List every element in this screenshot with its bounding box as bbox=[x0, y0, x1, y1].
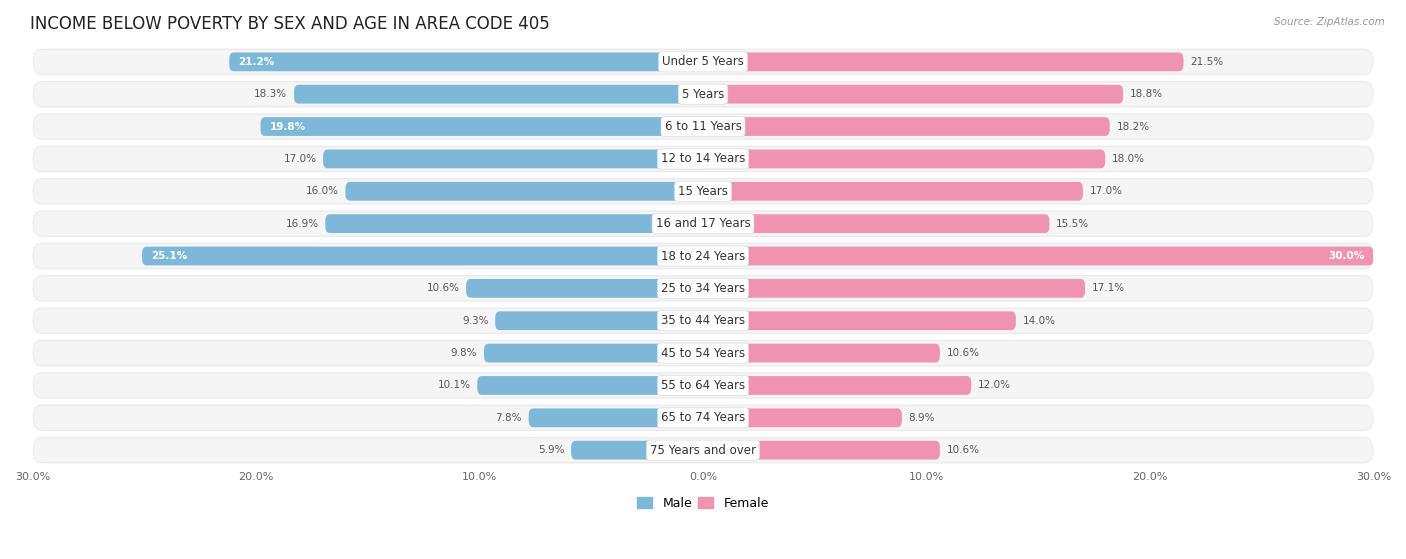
FancyBboxPatch shape bbox=[323, 150, 703, 168]
FancyBboxPatch shape bbox=[346, 182, 703, 201]
FancyBboxPatch shape bbox=[703, 117, 1109, 136]
FancyBboxPatch shape bbox=[34, 212, 1372, 236]
Text: 21.2%: 21.2% bbox=[238, 57, 274, 67]
FancyBboxPatch shape bbox=[703, 247, 1374, 266]
FancyBboxPatch shape bbox=[294, 85, 703, 103]
Text: 6 to 11 Years: 6 to 11 Years bbox=[665, 120, 741, 133]
Text: 8.9%: 8.9% bbox=[908, 413, 935, 423]
Text: 17.1%: 17.1% bbox=[1092, 283, 1125, 293]
Text: 15.5%: 15.5% bbox=[1056, 219, 1090, 229]
FancyBboxPatch shape bbox=[703, 441, 939, 459]
FancyBboxPatch shape bbox=[260, 117, 703, 136]
FancyBboxPatch shape bbox=[703, 85, 1123, 103]
Text: 19.8%: 19.8% bbox=[270, 121, 305, 131]
FancyBboxPatch shape bbox=[34, 244, 1372, 268]
FancyBboxPatch shape bbox=[34, 406, 1372, 430]
Text: 15 Years: 15 Years bbox=[678, 185, 728, 198]
FancyBboxPatch shape bbox=[571, 441, 703, 459]
FancyBboxPatch shape bbox=[34, 341, 1372, 365]
Text: Source: ZipAtlas.com: Source: ZipAtlas.com bbox=[1274, 17, 1385, 27]
FancyBboxPatch shape bbox=[32, 81, 1374, 107]
FancyBboxPatch shape bbox=[32, 210, 1374, 237]
FancyBboxPatch shape bbox=[703, 279, 1085, 298]
Text: 55 to 64 Years: 55 to 64 Years bbox=[661, 379, 745, 392]
FancyBboxPatch shape bbox=[32, 340, 1374, 366]
Text: 65 to 74 Years: 65 to 74 Years bbox=[661, 411, 745, 424]
FancyBboxPatch shape bbox=[34, 50, 1372, 74]
FancyBboxPatch shape bbox=[34, 179, 1372, 203]
Text: 18.2%: 18.2% bbox=[1116, 121, 1150, 131]
Text: 10.6%: 10.6% bbox=[946, 348, 980, 358]
FancyBboxPatch shape bbox=[703, 182, 1083, 201]
FancyBboxPatch shape bbox=[142, 247, 703, 266]
Text: 16 and 17 Years: 16 and 17 Years bbox=[655, 217, 751, 230]
FancyBboxPatch shape bbox=[32, 146, 1374, 172]
FancyBboxPatch shape bbox=[495, 311, 703, 330]
FancyBboxPatch shape bbox=[34, 276, 1372, 300]
Text: INCOME BELOW POVERTY BY SEX AND AGE IN AREA CODE 405: INCOME BELOW POVERTY BY SEX AND AGE IN A… bbox=[30, 15, 550, 33]
FancyBboxPatch shape bbox=[703, 53, 1184, 71]
Text: 12.0%: 12.0% bbox=[977, 381, 1011, 390]
Legend: Male, Female: Male, Female bbox=[633, 492, 773, 515]
Text: 18 to 24 Years: 18 to 24 Years bbox=[661, 249, 745, 263]
Text: 75 Years and over: 75 Years and over bbox=[650, 444, 756, 457]
Text: 35 to 44 Years: 35 to 44 Years bbox=[661, 314, 745, 327]
FancyBboxPatch shape bbox=[32, 49, 1374, 75]
FancyBboxPatch shape bbox=[32, 437, 1374, 463]
Text: 25 to 34 Years: 25 to 34 Years bbox=[661, 282, 745, 295]
FancyBboxPatch shape bbox=[32, 307, 1374, 334]
FancyBboxPatch shape bbox=[34, 309, 1372, 333]
Text: 18.0%: 18.0% bbox=[1112, 154, 1144, 164]
FancyBboxPatch shape bbox=[34, 82, 1372, 106]
Text: 30.0%: 30.0% bbox=[1329, 251, 1364, 261]
Text: 25.1%: 25.1% bbox=[150, 251, 187, 261]
FancyBboxPatch shape bbox=[34, 147, 1372, 171]
FancyBboxPatch shape bbox=[32, 275, 1374, 302]
FancyBboxPatch shape bbox=[477, 376, 703, 395]
FancyBboxPatch shape bbox=[325, 214, 703, 233]
Text: 16.9%: 16.9% bbox=[285, 219, 319, 229]
Text: 10.6%: 10.6% bbox=[426, 283, 460, 293]
FancyBboxPatch shape bbox=[703, 214, 1049, 233]
FancyBboxPatch shape bbox=[32, 178, 1374, 205]
FancyBboxPatch shape bbox=[467, 279, 703, 298]
Text: 9.3%: 9.3% bbox=[463, 316, 488, 326]
Text: 14.0%: 14.0% bbox=[1022, 316, 1056, 326]
FancyBboxPatch shape bbox=[32, 405, 1374, 431]
FancyBboxPatch shape bbox=[529, 409, 703, 427]
Text: 10.6%: 10.6% bbox=[946, 445, 980, 455]
FancyBboxPatch shape bbox=[703, 376, 972, 395]
FancyBboxPatch shape bbox=[703, 409, 901, 427]
FancyBboxPatch shape bbox=[34, 438, 1372, 462]
Text: 45 to 54 Years: 45 to 54 Years bbox=[661, 347, 745, 359]
FancyBboxPatch shape bbox=[703, 150, 1105, 168]
FancyBboxPatch shape bbox=[34, 115, 1372, 139]
FancyBboxPatch shape bbox=[703, 344, 939, 362]
Text: 18.8%: 18.8% bbox=[1130, 89, 1163, 99]
Text: 21.5%: 21.5% bbox=[1189, 57, 1223, 67]
Text: 18.3%: 18.3% bbox=[254, 89, 287, 99]
Text: 17.0%: 17.0% bbox=[284, 154, 316, 164]
FancyBboxPatch shape bbox=[32, 243, 1374, 269]
FancyBboxPatch shape bbox=[34, 373, 1372, 397]
Text: 5 Years: 5 Years bbox=[682, 88, 724, 101]
Text: 17.0%: 17.0% bbox=[1090, 186, 1122, 196]
FancyBboxPatch shape bbox=[32, 372, 1374, 399]
Text: 16.0%: 16.0% bbox=[305, 186, 339, 196]
FancyBboxPatch shape bbox=[229, 53, 703, 71]
Text: 7.8%: 7.8% bbox=[495, 413, 522, 423]
Text: 9.8%: 9.8% bbox=[451, 348, 477, 358]
FancyBboxPatch shape bbox=[703, 311, 1017, 330]
Text: 12 to 14 Years: 12 to 14 Years bbox=[661, 153, 745, 165]
Text: 10.1%: 10.1% bbox=[437, 381, 471, 390]
FancyBboxPatch shape bbox=[32, 113, 1374, 140]
FancyBboxPatch shape bbox=[484, 344, 703, 362]
Text: 5.9%: 5.9% bbox=[538, 445, 564, 455]
Text: Under 5 Years: Under 5 Years bbox=[662, 55, 744, 68]
